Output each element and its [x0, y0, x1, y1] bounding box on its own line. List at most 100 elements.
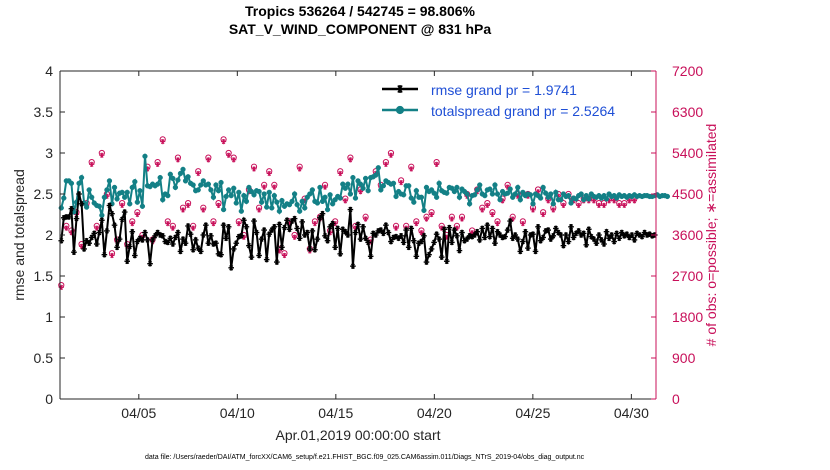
y2-tick-label: 1800 [672, 309, 703, 325]
totalspread-point [274, 199, 280, 205]
rmse-point [96, 229, 103, 236]
totalspread-point [375, 165, 381, 171]
obs-assimilated-point [190, 225, 196, 231]
rmse-point [129, 228, 136, 235]
totalspread-point [236, 189, 242, 196]
y2-tick-label: 0 [672, 391, 680, 407]
totalspread-point [223, 193, 229, 200]
rmse-point [126, 243, 133, 250]
legend: rmse grand pr = 1.9741 totalspread grand… [382, 82, 615, 119]
totalspread-point [226, 187, 232, 193]
obs-assimilated-point [261, 184, 267, 190]
totalspread-point [132, 179, 138, 185]
rmse-point [383, 222, 389, 228]
totalspread-point [456, 194, 463, 200]
rmse-point [190, 246, 196, 253]
totalspread-point [504, 190, 511, 196]
totalspread-point [167, 171, 173, 177]
obs-assimilated-point [195, 170, 201, 177]
rmse-point [525, 245, 531, 251]
obs-assimilated-point [434, 161, 440, 167]
rmse-point [205, 240, 212, 246]
rmse-point [111, 222, 118, 228]
totalspread-point [111, 184, 118, 191]
rmse-point [246, 242, 252, 249]
y2-tick-label: 6300 [672, 104, 703, 120]
y-axis-label: rmse and totalspread [11, 169, 27, 301]
totalspread-point [269, 205, 275, 211]
obs-assimilated-point [540, 211, 546, 218]
obs-assimilated-point [170, 225, 176, 231]
legend-rmse-marker [396, 85, 404, 93]
totalspread-point [89, 194, 95, 200]
rmse-point [433, 231, 440, 237]
obs-assimilated-point [484, 202, 490, 208]
totalspread-point [464, 191, 470, 197]
totalspread-point [299, 198, 305, 205]
totalspread-point [238, 208, 244, 214]
rmse-point [223, 235, 229, 242]
rmse-point [365, 239, 371, 246]
rmse-point [200, 232, 207, 238]
rmse-point [203, 222, 209, 228]
totalspread-point [119, 189, 125, 196]
totalspread-point [309, 187, 315, 193]
rmse-point [438, 254, 445, 260]
rmse-point [68, 205, 75, 212]
obs-assimilated-point [601, 202, 607, 208]
totalspread-point [357, 181, 364, 187]
rmse-point [76, 191, 82, 197]
totalspread-point [487, 186, 493, 192]
obs-assimilated-point [347, 157, 353, 163]
rmse-point [233, 240, 240, 246]
obs-assimilated-point [408, 166, 414, 172]
obs-assimilated-point [550, 207, 556, 213]
chart-title: Tropics 536264 / 542745 = 98.806% [245, 3, 476, 19]
rmse-point [575, 228, 582, 234]
totalspread-point [553, 189, 559, 196]
obs-assimilated-point [291, 234, 298, 240]
totalspread-point [340, 181, 346, 187]
rmse-point [294, 225, 300, 232]
rmse-point [484, 222, 491, 228]
rmse-point [454, 233, 460, 239]
rmse-layer [58, 191, 658, 271]
totalspread-point [124, 189, 130, 196]
obs-assimilated-point [363, 216, 369, 222]
obs-assimilated-point [256, 207, 262, 213]
totalspread-point [342, 185, 348, 191]
rmse-point [563, 232, 569, 238]
rmse-point [421, 233, 427, 239]
obs-assimilated-point [281, 252, 288, 259]
totalspread-point [170, 175, 176, 182]
totalspread-point [347, 191, 354, 197]
rmse-point [218, 251, 224, 258]
rmse-point [106, 202, 113, 209]
totalspread-point [134, 199, 141, 205]
rmse-point [248, 254, 255, 260]
rmse-point [357, 236, 364, 242]
totalspread-point [241, 192, 247, 199]
totalspread-point [78, 174, 85, 181]
obs-assimilated-point [134, 211, 140, 218]
rmse-point [388, 238, 394, 245]
rmse-point [499, 234, 506, 241]
y-tick-label: 0 [45, 391, 53, 407]
obs-assimilated-point [428, 211, 435, 218]
totalspread-point [172, 184, 179, 191]
totalspread-point [411, 199, 417, 205]
totalspread-point [345, 181, 351, 187]
rmse-point [73, 215, 80, 222]
rmse-point [629, 232, 635, 238]
totalspread-point [213, 182, 219, 188]
rmse-point [360, 224, 366, 230]
obs-assimilated-point [99, 152, 105, 158]
rmse-point [585, 226, 592, 233]
obs-assimilated-point [342, 198, 348, 204]
rmse-point [172, 234, 179, 241]
totalspread-point [220, 206, 227, 213]
rmse-point [443, 258, 450, 265]
totalspread-point [515, 184, 521, 191]
totalspread-point [327, 192, 333, 198]
y2-tick-label: 2700 [672, 268, 703, 284]
